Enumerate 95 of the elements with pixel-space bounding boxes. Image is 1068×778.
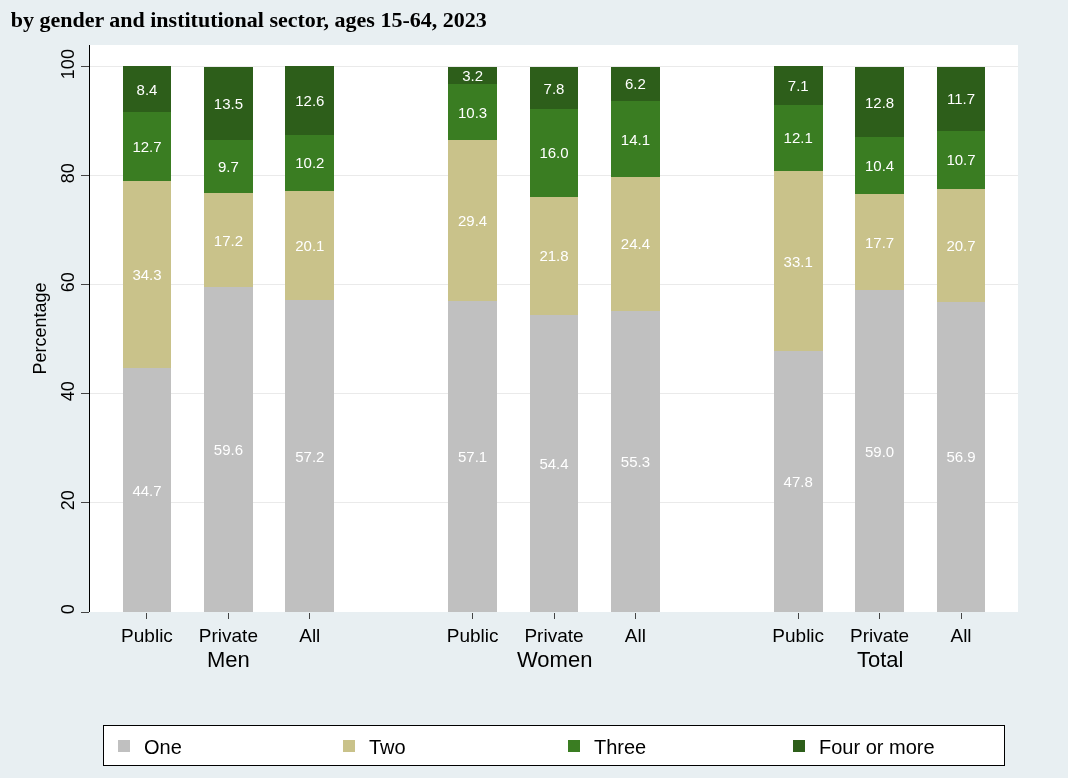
x-tick-label: Private — [850, 624, 910, 646]
data-label: 55.3 — [620, 452, 650, 470]
bar — [203, 140, 253, 194]
bar — [285, 300, 335, 612]
bar — [529, 66, 579, 110]
x-tick-label: Public — [121, 624, 173, 646]
bar — [448, 300, 498, 612]
data-label: 12.7 — [132, 138, 162, 156]
y-tick-label: 80 — [57, 163, 78, 184]
data-label: 7.8 — [543, 79, 565, 97]
data-label: 44.7 — [132, 481, 162, 499]
bar — [529, 196, 579, 316]
bar — [610, 310, 660, 612]
data-label: 13.5 — [213, 95, 243, 113]
bar — [855, 193, 905, 291]
bar — [773, 170, 823, 352]
data-label: 20.1 — [295, 236, 325, 254]
bar — [936, 66, 986, 131]
bar — [122, 66, 172, 113]
data-label: 12.6 — [295, 92, 325, 110]
x-tick-label: Public — [772, 624, 825, 646]
data-label: 10.7 — [946, 151, 976, 169]
data-label: 12.1 — [783, 129, 813, 147]
data-label: 29.4 — [458, 212, 488, 230]
data-label: 14.1 — [620, 130, 650, 148]
data-label: 34.3 — [132, 266, 162, 284]
data-label: 6.2 — [624, 75, 646, 93]
data-label: 12.8 — [865, 93, 895, 111]
x-tick-label: Private — [524, 624, 584, 646]
bar — [529, 109, 579, 197]
data-label: 59.0 — [865, 442, 895, 460]
data-label: 17.7 — [865, 233, 895, 251]
chart-title: by gender and institutional sector, ages 15-64, 2023 — [10, 7, 487, 33]
data-label: 24.4 — [620, 235, 650, 253]
data-label: 10.3 — [458, 103, 488, 121]
data-label: 7.1 — [787, 77, 809, 95]
bar — [122, 112, 172, 182]
legend-label: Three — [594, 735, 647, 758]
bar — [936, 188, 986, 302]
data-label: 56.9 — [946, 448, 976, 466]
x-tick-label: All — [299, 624, 321, 646]
bar — [203, 287, 253, 612]
data-label: 10.4 — [865, 156, 895, 174]
y-tick-label: 0 — [57, 604, 78, 615]
data-label: 21.8 — [539, 247, 569, 265]
bar — [610, 177, 660, 311]
text: Men — [207, 647, 250, 672]
text: Total — [857, 647, 904, 672]
data-label: 16.0 — [539, 144, 569, 162]
legend-label: Two — [369, 735, 406, 758]
bar — [855, 137, 905, 194]
bar — [773, 351, 823, 612]
data-label: 54.4 — [539, 455, 569, 473]
data-label: 47.8 — [783, 473, 813, 491]
data-label: 59.6 — [213, 441, 243, 459]
data-label: 57.1 — [458, 447, 488, 465]
y-tick-label: 100 — [57, 49, 78, 80]
text: Women — [517, 647, 593, 672]
bar — [285, 66, 335, 135]
bar — [529, 315, 579, 612]
legend-label: Four or more — [819, 735, 935, 758]
data-label: 17.2 — [213, 231, 243, 249]
y-tick-label: 40 — [57, 381, 78, 402]
data-label: 11.7 — [946, 90, 976, 108]
bar — [203, 66, 253, 141]
bar — [285, 190, 335, 301]
y-axis-title: Percentage — [30, 282, 50, 375]
bar — [773, 104, 823, 171]
bar — [122, 368, 172, 612]
x-tick-label: Public — [446, 624, 499, 646]
x-tick-label: Private — [198, 624, 258, 646]
data-label: 9.7 — [217, 158, 239, 176]
bar — [855, 67, 905, 138]
bar — [122, 181, 172, 369]
bar — [610, 100, 660, 178]
data-label: 33.1 — [783, 252, 813, 270]
bar — [936, 130, 986, 189]
legend-label: One — [144, 735, 182, 758]
data-label: 8.4 — [136, 80, 158, 98]
bar — [936, 301, 986, 612]
bar — [610, 66, 660, 101]
bar — [448, 84, 498, 141]
y-tick-label: 20 — [57, 490, 78, 511]
bar — [448, 140, 498, 301]
bar — [855, 290, 905, 612]
data-label: 3.2 — [462, 67, 484, 85]
y-tick-label: 60 — [57, 272, 78, 293]
x-tick-label: All — [624, 624, 646, 646]
data-label: 10.2 — [295, 154, 325, 172]
bar — [773, 66, 823, 105]
bar — [203, 193, 253, 288]
bar — [285, 134, 335, 191]
data-label: 57.2 — [295, 447, 325, 465]
x-tick-label: All — [950, 624, 972, 646]
data-label: 20.7 — [946, 236, 976, 254]
